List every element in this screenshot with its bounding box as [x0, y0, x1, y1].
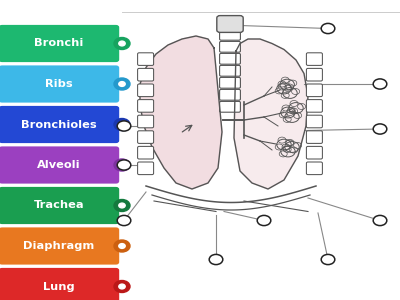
Circle shape [117, 215, 131, 226]
Circle shape [114, 159, 130, 171]
FancyBboxPatch shape [138, 131, 154, 143]
Circle shape [373, 124, 387, 134]
FancyBboxPatch shape [220, 89, 240, 100]
Text: Ribs: Ribs [45, 79, 73, 89]
Circle shape [119, 244, 125, 248]
FancyBboxPatch shape [138, 68, 154, 81]
Text: Bronchioles: Bronchioles [21, 119, 97, 130]
Circle shape [119, 163, 125, 167]
FancyBboxPatch shape [220, 101, 240, 112]
Text: Bronchi: Bronchi [34, 38, 84, 49]
Circle shape [321, 23, 335, 34]
Circle shape [114, 118, 130, 130]
Circle shape [373, 79, 387, 89]
Circle shape [119, 82, 125, 86]
FancyBboxPatch shape [138, 53, 154, 65]
Circle shape [119, 284, 125, 289]
FancyBboxPatch shape [306, 146, 322, 159]
Circle shape [114, 200, 130, 211]
Circle shape [209, 254, 223, 265]
Circle shape [117, 121, 131, 131]
Circle shape [114, 280, 130, 292]
Text: Diaphragm: Diaphragm [23, 241, 95, 251]
Circle shape [114, 78, 130, 90]
FancyBboxPatch shape [306, 115, 322, 128]
FancyBboxPatch shape [138, 162, 154, 175]
Circle shape [114, 240, 130, 252]
FancyBboxPatch shape [138, 115, 154, 128]
FancyBboxPatch shape [217, 16, 243, 32]
Circle shape [321, 254, 335, 265]
Circle shape [257, 215, 271, 226]
Circle shape [119, 122, 125, 127]
Circle shape [119, 41, 125, 46]
FancyBboxPatch shape [306, 162, 322, 175]
FancyBboxPatch shape [0, 187, 119, 224]
Circle shape [119, 203, 125, 208]
Circle shape [117, 160, 131, 170]
FancyBboxPatch shape [306, 131, 322, 143]
Polygon shape [234, 39, 308, 189]
FancyBboxPatch shape [0, 25, 119, 62]
FancyBboxPatch shape [306, 100, 322, 112]
Polygon shape [140, 36, 222, 189]
FancyBboxPatch shape [138, 100, 154, 112]
FancyBboxPatch shape [138, 146, 154, 159]
FancyBboxPatch shape [306, 68, 322, 81]
FancyBboxPatch shape [220, 29, 240, 40]
Circle shape [114, 38, 130, 50]
Text: Alveoli: Alveoli [37, 160, 81, 170]
FancyBboxPatch shape [138, 84, 154, 97]
FancyBboxPatch shape [220, 41, 240, 52]
FancyBboxPatch shape [0, 65, 119, 103]
FancyBboxPatch shape [0, 268, 119, 300]
FancyBboxPatch shape [220, 65, 240, 76]
FancyBboxPatch shape [0, 106, 119, 143]
Text: Trachea: Trachea [34, 200, 84, 211]
Text: Lung: Lung [43, 281, 75, 292]
FancyBboxPatch shape [0, 146, 119, 184]
FancyBboxPatch shape [220, 77, 240, 88]
FancyBboxPatch shape [0, 227, 119, 265]
FancyBboxPatch shape [306, 53, 322, 65]
FancyBboxPatch shape [306, 84, 322, 97]
FancyBboxPatch shape [220, 53, 240, 64]
Circle shape [373, 215, 387, 226]
